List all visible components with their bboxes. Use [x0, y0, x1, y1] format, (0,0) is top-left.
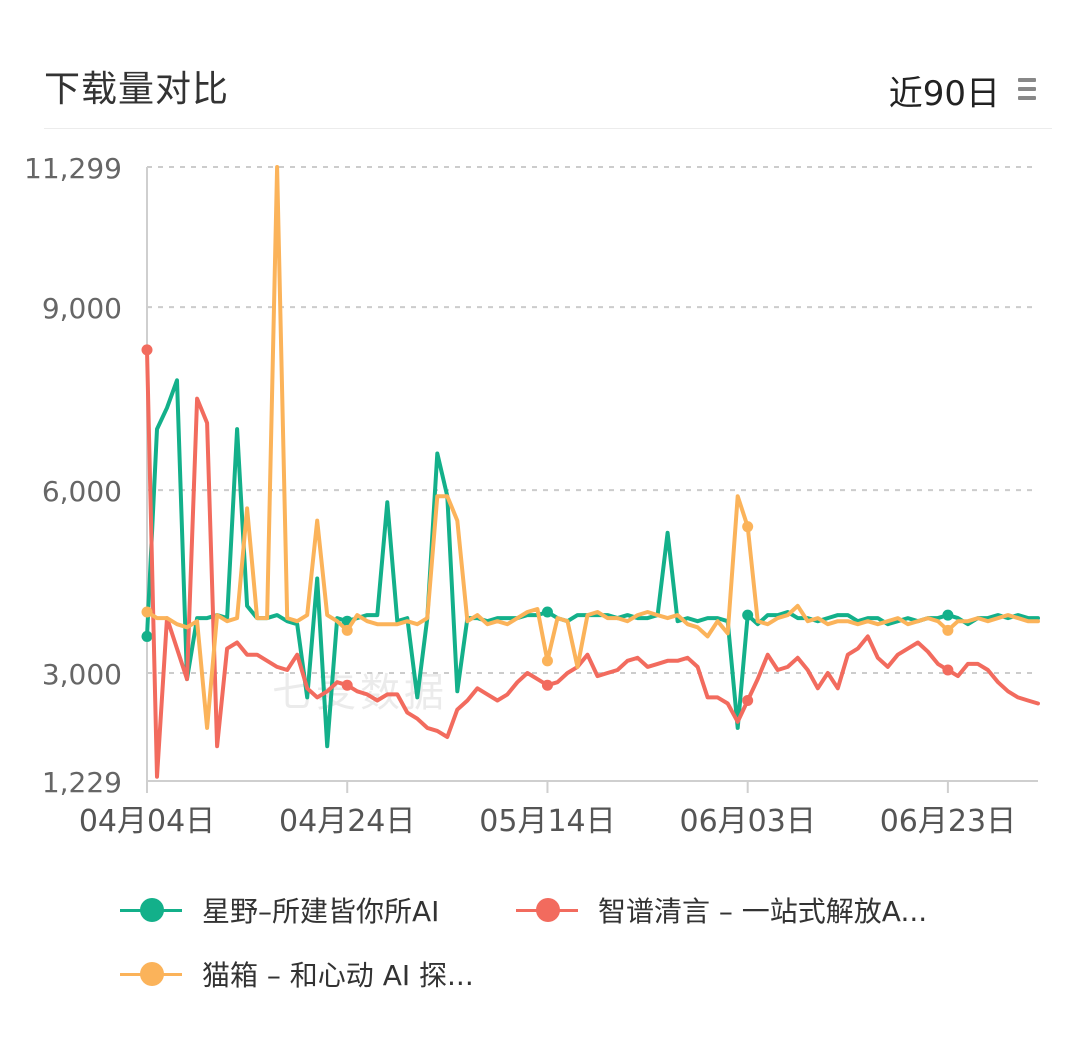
series-3-point — [541, 655, 553, 667]
series-line-2 — [145, 347, 1040, 779]
x-tick-label: 04月04日 — [79, 804, 215, 839]
legend-label: 猫箱 – 和心动 AI 探... — [202, 959, 474, 992]
card-header: 下载量对比 近90日 — [44, 58, 1052, 129]
series-2-point — [141, 344, 153, 356]
chart-legend: 星野–所建皆你所AI 智谱清言 – 一站式解放A... 猫箱 – 和心动 AI 探.… — [120, 890, 1040, 1030]
series-2-point — [942, 664, 954, 676]
range-selector[interactable]: 近90日 — [888, 74, 1000, 114]
x-tick-label: 06月23日 — [880, 804, 1016, 839]
x-tick-label: 06月03日 — [679, 804, 815, 839]
legend-item-1[interactable]: 星野–所建皆你所AI — [120, 890, 439, 930]
legend-swatch-icon — [516, 890, 578, 930]
series-3-point — [141, 606, 153, 618]
series-3-point — [341, 624, 353, 636]
series-3-point — [742, 521, 754, 533]
series-1-point — [541, 606, 553, 618]
series-2-point — [742, 694, 754, 706]
y-tick-label: 3,000 — [42, 658, 122, 691]
series-line-1 — [145, 378, 1040, 749]
x-tick-label: 04月24日 — [279, 804, 415, 839]
series-2-point — [541, 679, 553, 691]
y-tick-label: 11,299 — [24, 152, 122, 185]
series-line-3 — [145, 165, 1040, 730]
legend-swatch-icon — [120, 954, 182, 994]
legend-item-2[interactable]: 智谱清言 – 一站式解放A... — [516, 890, 927, 930]
y-tick-label: 9,000 — [42, 292, 122, 325]
legend-swatch-icon — [120, 890, 182, 930]
page-title: 下载量对比 — [44, 69, 230, 110]
series-2-point — [341, 679, 353, 691]
series-1-point — [141, 630, 153, 642]
series-1-point — [742, 609, 754, 621]
line-chart: 1,229 3,000 6,000 9,000 11,299 04月04日 04月24日 05… — [24, 152, 1040, 839]
x-tick-label: 05月14日 — [479, 804, 615, 839]
series-1-point — [942, 609, 954, 621]
hamburger-menu-icon[interactable] — [1018, 78, 1036, 100]
legend-label: 星野–所建皆你所AI — [202, 895, 440, 928]
y-tick-label: 6,000 — [42, 475, 122, 508]
legend-item-3[interactable]: 猫箱 – 和心动 AI 探... — [120, 954, 474, 994]
legend-label: 智谱清言 – 一站式解放A... — [598, 895, 928, 928]
y-tick-label: 1,229 — [42, 766, 122, 799]
series-3-point — [942, 624, 954, 636]
